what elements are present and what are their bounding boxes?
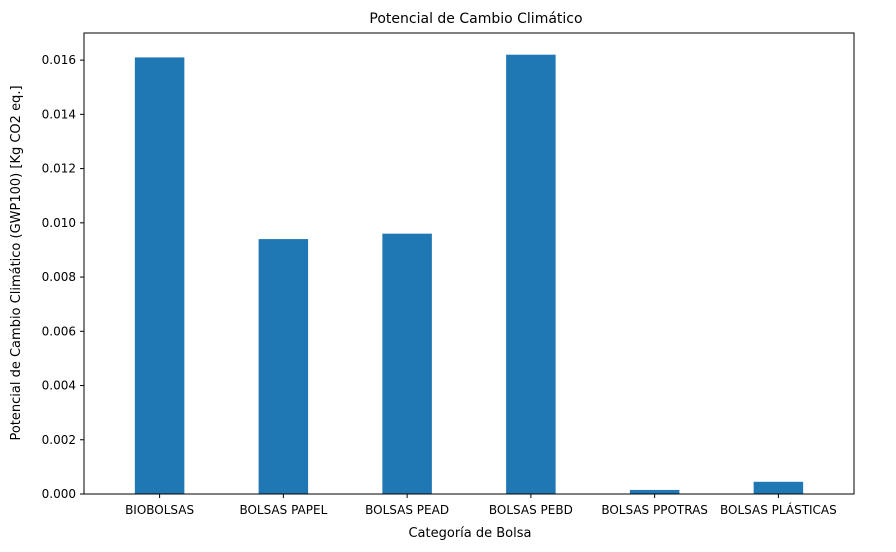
x-tick-label: BOLSAS PEAD xyxy=(365,503,449,517)
y-tick-label: 0.000 xyxy=(42,487,76,501)
x-tick-label: BOLSAS PPOTRAS xyxy=(601,503,708,517)
y-tick-label: 0.004 xyxy=(42,379,76,393)
y-tick-label: 0.012 xyxy=(42,162,76,176)
plot-area xyxy=(84,33,854,494)
bar-bolsas-ppotras xyxy=(629,489,680,494)
x-tick-label: BOLSAS PEBD xyxy=(489,503,573,517)
x-tick-label: BOLSAS PLÁSTICAS xyxy=(720,502,837,517)
y-tick-label: 0.008 xyxy=(42,270,76,284)
y-axis: 0.000 0.002 0.004 0.006 0.008 0.010 0.012 0.014… xyxy=(42,53,84,501)
x-axis: BIOBOLSAS BOLSAS PAPEL BOLSAS PEAD BOLSAS P… xyxy=(125,494,837,517)
plot-frame xyxy=(83,32,855,495)
y-tick-label: 0.006 xyxy=(42,324,76,338)
y-axis-label: Potencial de Cambio Climático (GWP100) [… xyxy=(9,85,24,440)
x-axis-label: Categoría de Bolsa xyxy=(408,526,531,541)
x-tick-label: BIOBOLSAS xyxy=(125,503,194,517)
bars-group xyxy=(134,54,804,494)
bar-bolsas-pl-sticas xyxy=(753,481,804,494)
chart-title: Potencial de Cambio Climático xyxy=(369,11,582,27)
bar-biobolsas xyxy=(134,57,185,494)
x-tick-label: BOLSAS PAPEL xyxy=(239,503,327,517)
y-tick-label: 0.010 xyxy=(42,216,76,230)
y-tick-label: 0.002 xyxy=(42,433,76,447)
y-tick-label: 0.014 xyxy=(42,107,76,121)
bar-bolsas-papel xyxy=(258,239,309,494)
bar-bolsas-pebd xyxy=(506,54,556,494)
bar-bolsas-pead xyxy=(382,233,432,494)
y-tick-label: 0.016 xyxy=(42,53,76,67)
